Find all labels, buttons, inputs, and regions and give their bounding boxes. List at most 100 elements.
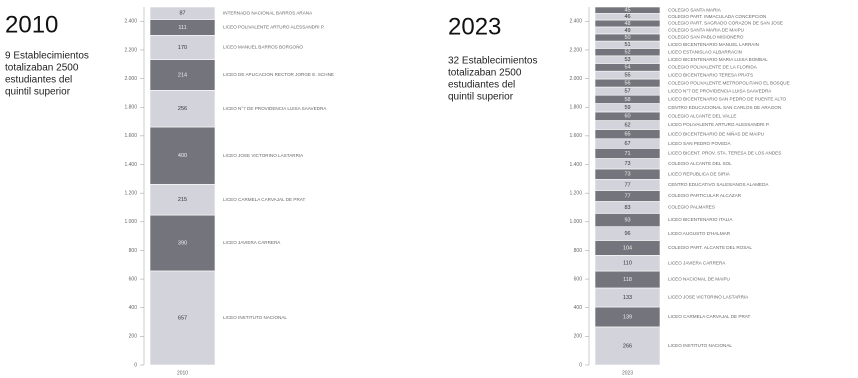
- y-tick-label: 400: [129, 305, 138, 311]
- value-label: 55: [624, 73, 630, 79]
- segment-name: COLEGIO PALMARES: [668, 205, 715, 210]
- y-tick-label: 600: [574, 276, 583, 282]
- value-label: 87: [179, 11, 185, 17]
- subtitle-line: totalizaban 2500: [448, 68, 522, 79]
- y-tick-label: 400: [574, 305, 583, 311]
- value-label: 400: [178, 153, 187, 159]
- segment-name: LICEO BICENTENARIO TERESA PRATS: [668, 72, 753, 77]
- value-label: 51: [624, 42, 630, 48]
- segment-name: COLEGIO SAN PABLO MISIONERO: [668, 35, 744, 40]
- value-label: 266: [623, 343, 632, 349]
- value-label: 77: [624, 182, 630, 188]
- bar-segment: [149, 6, 216, 20]
- segment-name: LICEO JAVIERA CARRERA: [668, 260, 726, 265]
- value-label: 67: [624, 141, 630, 147]
- y-tick-label: 2.000: [124, 76, 137, 82]
- value-label: 104: [623, 245, 632, 251]
- segment-name: LICEO ESTANISLAO ALBARRACIN: [668, 49, 742, 54]
- y-tick-label: 200: [574, 334, 583, 340]
- value-label: 50: [624, 35, 630, 41]
- y-tick-label: 1.000: [569, 219, 582, 225]
- value-label: 83: [624, 205, 630, 211]
- segment-name: LICEO BICENTENARIO ITALIA: [668, 217, 733, 222]
- segment-name: LICEO DE APLICACION RECTOR JORGE E. SCHN…: [223, 72, 334, 77]
- value-label: 110: [623, 261, 632, 267]
- value-label: 53: [624, 57, 630, 63]
- value-label: 58: [624, 97, 630, 103]
- segment-name: COLEGIO ALCANTE DEL VALLE: [668, 113, 736, 118]
- segment-name: LICEO N°7 DE PROVIDENCIA LUISA SAAVEDRA: [668, 88, 772, 93]
- value-label: 62: [624, 122, 630, 128]
- y-tick-label: 2.200: [124, 47, 137, 53]
- value-label: 256: [178, 106, 187, 112]
- segment-name: LICEO JOSE VICTORINO LASTARRIA: [223, 153, 304, 158]
- value-label: 170: [178, 45, 187, 51]
- y-tick-label: 1.200: [124, 190, 137, 196]
- y-tick-label: 800: [574, 248, 583, 254]
- value-label: 46: [624, 14, 630, 20]
- segment-name: LICEO JAVIERA CARRERA: [223, 240, 281, 245]
- segment-name: LICEO N°7 DE PROVIDENCIA LUISA SAAVEDRA: [223, 106, 327, 111]
- value-label: 49: [624, 28, 630, 34]
- segment-name: LICEO REPUBLICA DE SIRIA: [668, 171, 731, 176]
- y-tick-label: 1.600: [569, 133, 582, 139]
- value-label: 96: [624, 231, 630, 237]
- segment-name: COLEGIO PARTICULAR ALCAZAR: [668, 193, 742, 198]
- segment-name: LICEO CARMELA CARVAJAL DE PRAT: [223, 197, 305, 202]
- segment-name: LICEO BICENTENARIO MANUEL LARRAIN: [668, 42, 759, 47]
- value-label: 77: [624, 193, 630, 199]
- y-tick-label: 2.200: [569, 47, 582, 53]
- value-label: 133: [623, 295, 632, 301]
- segment-name: LICEO MANUEL BARROS BORGOÑO: [223, 44, 303, 50]
- bar-segment: [149, 90, 216, 128]
- value-label: 52: [624, 50, 630, 56]
- bar-segment: [594, 6, 661, 14]
- x-tick-label: 2023: [622, 370, 633, 376]
- value-label: 73: [624, 161, 630, 167]
- bar-segment: [149, 183, 216, 216]
- y-tick-label: 2.400: [124, 19, 137, 25]
- y-tick-label: 1.600: [124, 133, 137, 139]
- value-label: 215: [178, 197, 187, 203]
- y-tick-label: 0: [579, 362, 582, 368]
- value-label: 56: [624, 80, 630, 86]
- segment-name: LICEO POLIVALENTE ARTURO ALESSANDRI P.: [223, 25, 325, 30]
- value-label: 657: [178, 315, 187, 321]
- value-label: 73: [624, 172, 630, 178]
- segment-name: LICEO INSTITUTO NACIONAL: [668, 343, 732, 348]
- segment-name: COLEGIO SANTA MARIA DE MAIPU: [668, 28, 744, 33]
- segment-name: LICEO JOSE VICTORINO LASTARRIA: [668, 295, 749, 300]
- bar-segment: [149, 270, 216, 366]
- segment-name: LICEO BICENT. PROV. STA. TERESA DE LOS A…: [668, 151, 781, 156]
- segment-name: COLEGIO PART. ALCANTE DEL ROSAL: [668, 245, 752, 250]
- y-tick-label: 1.200: [569, 190, 582, 196]
- y-tick-label: 800: [129, 248, 138, 254]
- value-label: 93: [624, 217, 630, 223]
- segment-name: LICEO INSTITUTO NACIONAL: [223, 315, 287, 320]
- segment-name: CENTRO EDUCACIONAL SAN CARLOS DE ARAGON: [668, 105, 781, 110]
- segment-name: LICEO BICENTENARIO DE NIÑAS DE MAIPU: [668, 130, 764, 136]
- value-label: 214: [178, 72, 187, 78]
- subtitle-line: estudiantes del: [448, 80, 515, 91]
- y-tick-label: 1.000: [124, 219, 137, 225]
- segment-name: LICEO AUGUSTO D'HALMAR: [668, 231, 731, 236]
- bar-segment: [149, 214, 216, 272]
- segment-name: LICEO SAN PEDRO POVEDA: [668, 141, 731, 146]
- y-tick-label: 600: [129, 276, 138, 282]
- segment-name: LICEO POLIVALENTE ARTURO ALESSANDRI P.: [668, 122, 770, 127]
- value-label: 59: [624, 105, 630, 111]
- value-label: 65: [624, 132, 630, 138]
- segment-name: LICEO NACIONAL DE MAIPU: [668, 277, 730, 282]
- bar-segment: [149, 59, 216, 91]
- y-tick-label: 200: [129, 334, 138, 340]
- value-label: 60: [624, 114, 630, 120]
- value-label: 57: [624, 89, 630, 95]
- subtitle-line: quintil superior: [448, 92, 514, 103]
- y-tick-label: 2.400: [569, 19, 582, 25]
- y-tick-label: 0: [134, 362, 137, 368]
- value-label: 48: [624, 21, 630, 27]
- segment-name: COLEGIO SANTA MARIA: [668, 7, 722, 12]
- y-tick-label: 2.000: [569, 76, 582, 82]
- value-label: 111: [178, 25, 186, 31]
- segment-name: LICEO BICENTENARIO MARIA LUISA BOMBAL: [668, 57, 768, 62]
